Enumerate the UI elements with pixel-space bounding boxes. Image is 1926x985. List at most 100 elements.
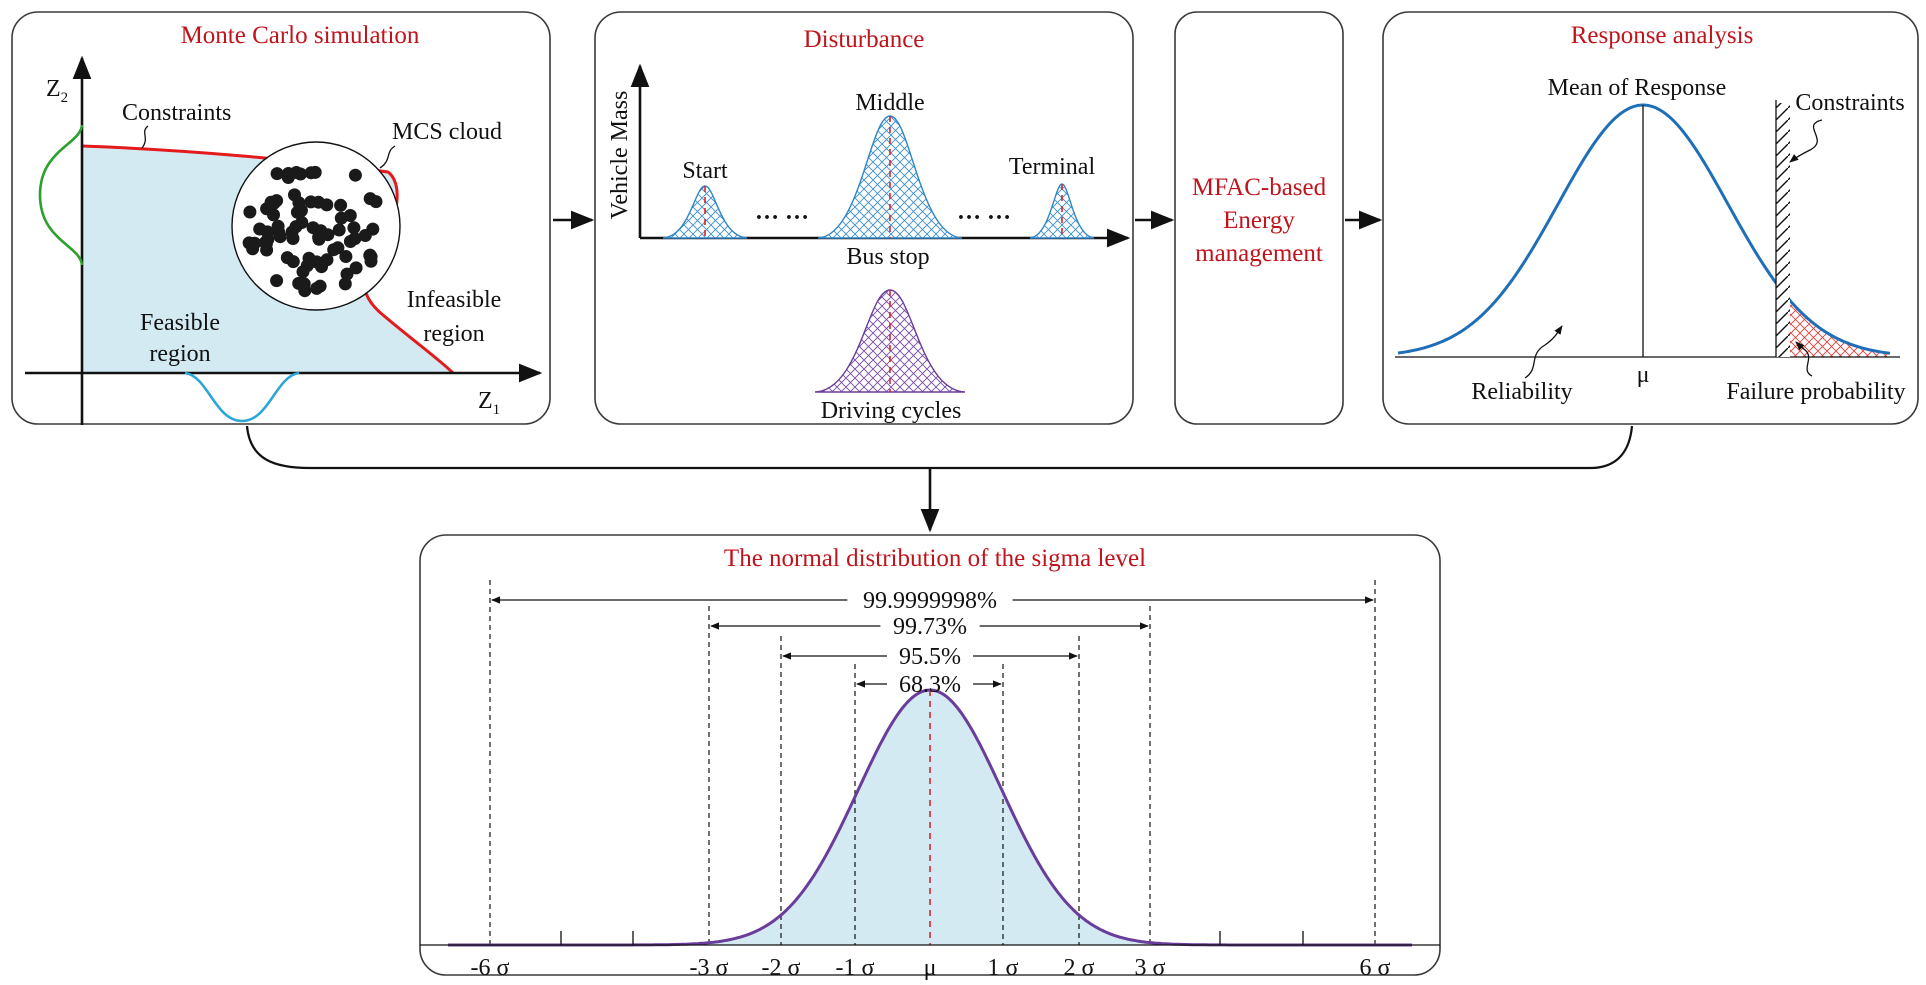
mcs-sample-dot: [332, 223, 346, 237]
mcs-sample-dot: [340, 267, 354, 281]
mean-of-response-label: Mean of Response: [1548, 75, 1727, 101]
response-constraints-label: Constraints: [1795, 90, 1904, 116]
mcs-sample-dot: [348, 168, 362, 182]
response-panel: Response analysis Mean of Response Const…: [1382, 11, 1919, 425]
sigma-tick-label: 2 σ: [1064, 955, 1095, 981]
sigma-interval-label: 95.5%: [899, 644, 961, 670]
mcs-sample-dot: [298, 284, 312, 298]
mcs-sample-dot: [343, 235, 357, 248]
mcs-sample-dot: [294, 167, 307, 181]
sigma-tick-labels: -6 σ -3 σ -2 σ -1 σ μ 1 σ 2 σ 3 σ 6 σ: [471, 955, 1391, 981]
constraint-wall-hatch: [1776, 103, 1790, 357]
sigma-shaded-area: [709, 690, 1150, 945]
failure-probability-label: Failure probability: [1726, 379, 1905, 405]
sigma-tick-label: 1 σ: [988, 955, 1019, 981]
mcs-sample-dot: [313, 279, 327, 293]
disturbance-panel: Disturbance Vehicle Mass Start Middle Te…: [594, 11, 1134, 425]
sigma-boundary-lines: [489, 580, 1376, 945]
constraints-leader: [141, 125, 149, 149]
mcs-sample-dot: [267, 208, 280, 222]
sigma-minor-ticks: [560, 931, 1304, 945]
sigma-interval-arrows: 99.9999998%99.73% 95.5%68.3%: [491, 588, 1374, 698]
mcs-sample-dot: [248, 236, 262, 250]
z1-marginal-distribution: [184, 371, 300, 423]
mcs-sample-dot: [363, 192, 377, 206]
driving-cycles-label: Driving cycles: [821, 398, 962, 424]
constraints-label: Constraints: [122, 100, 231, 126]
mfac-panel: MFAC-based Energy management: [1174, 11, 1344, 425]
mcs-sample-dot: [290, 205, 304, 219]
z1-axis-label: Z1: [478, 388, 500, 418]
sigma-interval-6: 99.9999998%: [491, 588, 1374, 614]
sigma-tick-label: -2 σ: [762, 955, 801, 981]
start-label: Start: [682, 158, 728, 184]
sigma-interval-label: 99.9999998%: [863, 588, 997, 614]
mcs-sample-dot: [312, 195, 325, 209]
response-panel-title: Response analysis: [1571, 22, 1754, 49]
infeasible-label-line1: Infeasible: [407, 287, 502, 313]
disturbance-panel-title: Disturbance: [804, 26, 925, 53]
sigma-tick-label: -1 σ: [836, 955, 875, 981]
mcs-sample-dot: [320, 253, 334, 267]
bus-stop-label: Bus stop: [846, 244, 929, 270]
feasible-label-line1: Feasible: [140, 310, 220, 336]
response-panel-frame: [1382, 11, 1919, 425]
reliability-leader: [1524, 325, 1563, 379]
mcs-sample-dot: [260, 225, 274, 239]
mcs-sample-dot: [339, 250, 353, 263]
z2-marginal-distribution: [38, 124, 84, 266]
sigma-interval-3: 99.73%: [710, 614, 1149, 640]
vehicle-mass-label: Vehicle Mass: [607, 91, 633, 220]
mfac-panel-frame: [1174, 11, 1344, 425]
mcs-sample-dot: [358, 229, 372, 242]
mcs-sample-dot: [288, 188, 301, 202]
mcs-sample-dot: [300, 259, 314, 273]
mcs-sample-dot: [321, 228, 335, 242]
mcs-sample-dot: [343, 209, 357, 222]
sigma-interval-2: 95.5%: [782, 644, 1078, 670]
sigma-interval-1: 68.3%: [856, 672, 1002, 698]
mcs-sample-dot: [363, 248, 377, 262]
mcs-sample-dot: [327, 243, 341, 257]
middle-label: Middle: [855, 90, 924, 116]
failure-probability-area: [1776, 282, 1890, 357]
z2-axis-label: Z2: [46, 76, 68, 106]
response-mu-label: μ: [1637, 362, 1650, 388]
mcs-sample-dot: [306, 221, 320, 235]
sigma-panel-title: The normal distribution of the sigma lev…: [724, 545, 1146, 572]
mcs-sample-points: [242, 165, 383, 298]
ellipsis-right: … …: [957, 199, 1011, 225]
mcs-sample-dot: [338, 277, 352, 291]
mfac-line2: Energy: [1223, 207, 1295, 234]
sigma-tick-label: 3 σ: [1135, 955, 1166, 981]
mcs-panel-title: Monte Carlo simulation: [181, 22, 420, 49]
mcs-sample-dot: [272, 225, 286, 239]
mcs-panel: Monte Carlo simulation Z2 Z1 Constraints…: [11, 11, 551, 425]
response-distribution-curve: [1397, 103, 1891, 355]
mcs-sample-dot: [304, 166, 318, 180]
terminal-label: Terminal: [1009, 154, 1096, 180]
mcs-sample-dot: [349, 261, 363, 275]
mcs-sample-dot: [347, 221, 361, 235]
reliability-label: Reliability: [1471, 379, 1572, 405]
mcs-sample-dot: [286, 255, 300, 269]
response-constraints-leader: [1789, 119, 1823, 163]
mfac-line3: management: [1195, 240, 1323, 267]
mcs-sample-dot: [270, 274, 284, 288]
sigma-tick-label: 6 σ: [1360, 955, 1391, 981]
sigma-tick-label: μ: [924, 955, 937, 981]
sigma-panel: The normal distribution of the sigma lev…: [419, 534, 1441, 981]
ellipsis-left: … …: [755, 199, 809, 225]
mcs-sample-dot: [270, 167, 284, 181]
mcs-sample-dot: [286, 232, 300, 245]
mcs-sample-dot: [243, 205, 257, 219]
sigma-tick-label: -3 σ: [690, 955, 729, 981]
sigma-tick-label: -6 σ: [471, 955, 510, 981]
infeasible-label-line2: region: [423, 321, 484, 347]
mcs-sample-dot: [289, 220, 303, 234]
mcs-sample-dot: [334, 198, 348, 212]
mcs-sample-dot: [264, 195, 278, 209]
panels-connector-bracket: [245, 425, 1634, 470]
